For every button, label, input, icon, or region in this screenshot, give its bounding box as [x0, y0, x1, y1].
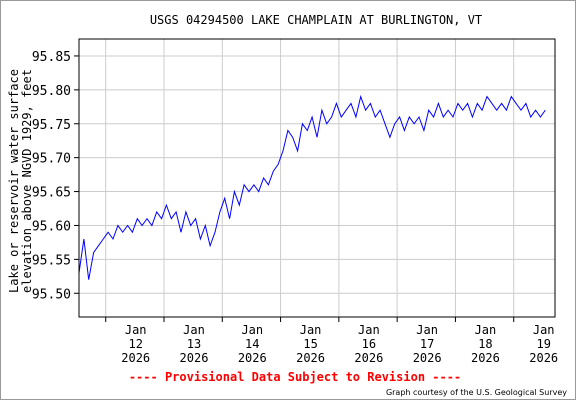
x-tick-label: Jan [416, 323, 438, 337]
y-tick-label: 95.80 [32, 84, 71, 99]
x-tick-label: Jan [475, 323, 497, 337]
y-tick-label: 95.85 [32, 50, 71, 65]
x-tick-label: 17 [420, 337, 434, 351]
x-tick-label: 13 [187, 337, 201, 351]
provisional-notice: ---- Provisional Data Subject to Revisio… [129, 370, 461, 384]
y-tick-label: 95.75 [32, 118, 71, 133]
x-tick-label: Jan [241, 323, 263, 337]
x-tick-label: 2026 [354, 351, 383, 365]
y-axis-ticks: 95.50 95.55 95.60 95.65 95.70 95.75 95.80 95.85 [32, 50, 79, 302]
x-tick-label: Jan [533, 323, 555, 337]
y-tick-label: 95.50 [32, 287, 71, 302]
y-tick-label: 95.60 [32, 219, 71, 234]
grid-lines [79, 39, 555, 317]
x-tick-label: Jan [125, 323, 147, 337]
y-axis-label-line1: Lake or reservoir water surface [7, 69, 21, 293]
x-tick-label: 12 [128, 337, 142, 351]
x-tick-label: 2026 [296, 351, 325, 365]
x-tick-label: Jan [358, 323, 380, 337]
series-line [78, 94, 546, 280]
x-tick-label: 16 [362, 337, 376, 351]
y-axis-label-line2: elevation above NGVD 1929, feet [20, 69, 34, 293]
y-tick-label: 95.55 [32, 253, 71, 268]
x-tick-label: 19 [536, 337, 550, 351]
x-tick-label: 2026 [180, 351, 209, 365]
plot-border [78, 38, 556, 318]
chart-title: USGS 04294500 LAKE CHAMPLAIN AT BURLINGT… [150, 13, 482, 27]
x-tick-label: 2026 [471, 351, 500, 365]
x-axis-ticks: Jan122026Jan132026Jan142026Jan152026Jan1… [105, 317, 558, 365]
y-tick-label: 95.70 [32, 152, 71, 167]
x-tick-label: 2026 [529, 351, 558, 365]
y-tick-label: 95.65 [32, 186, 71, 201]
x-tick-label: Jan [300, 323, 322, 337]
x-tick-label: 2026 [121, 351, 150, 365]
x-tick-label: 2026 [413, 351, 442, 365]
x-tick-label: Jan [183, 323, 205, 337]
x-tick-label: 15 [303, 337, 317, 351]
x-tick-label: 18 [478, 337, 492, 351]
courtesy-credit: Graph courtesy of the U.S. Geological Su… [386, 388, 567, 397]
x-tick-label: 2026 [238, 351, 267, 365]
plot-area [79, 39, 555, 317]
x-tick-label: 14 [245, 337, 259, 351]
